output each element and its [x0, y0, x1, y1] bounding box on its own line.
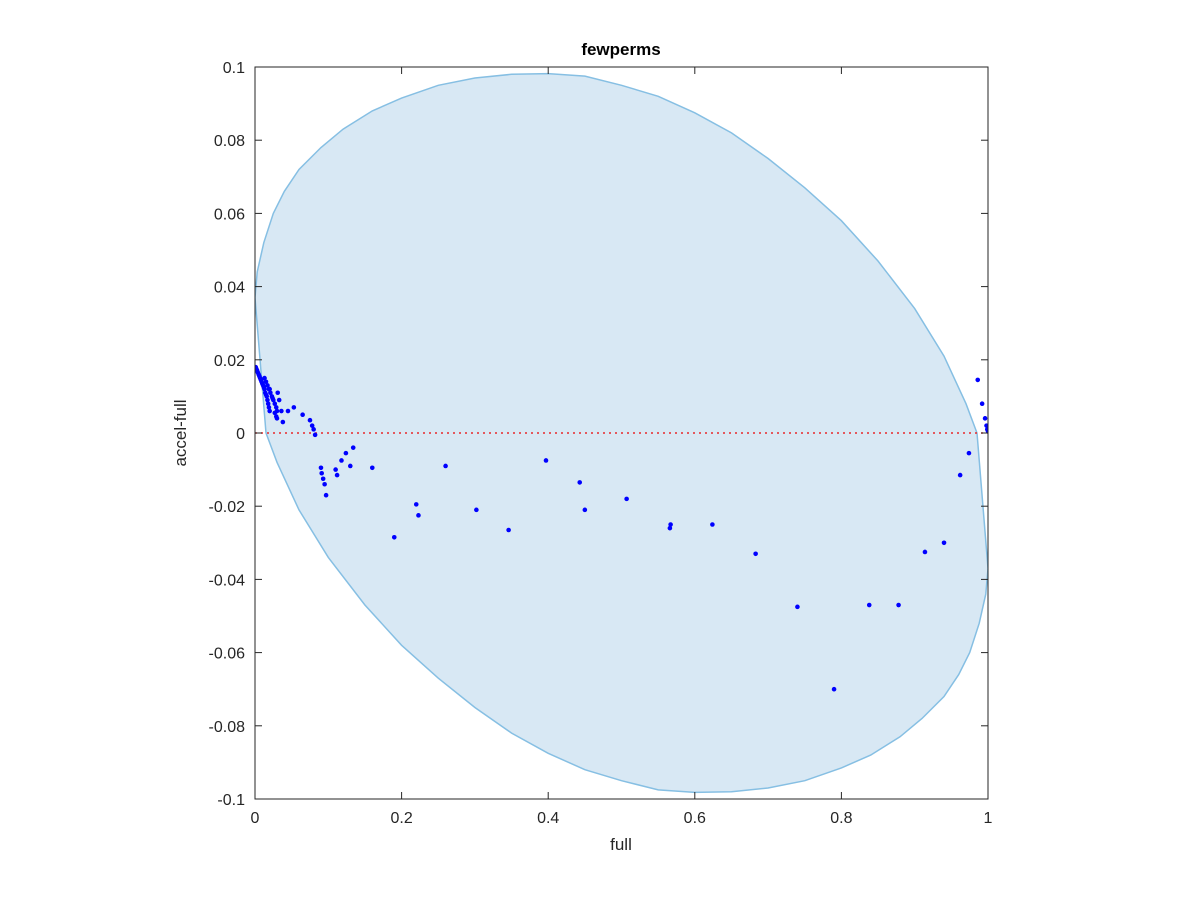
- data-point: [322, 481, 327, 487]
- data-point: [975, 377, 981, 383]
- data-point: [265, 401, 271, 407]
- data-point: [262, 375, 267, 381]
- data-point: [506, 527, 511, 533]
- data-point: [966, 450, 972, 456]
- data-point: [318, 465, 324, 471]
- data-point: [866, 602, 872, 608]
- data-point: [582, 507, 588, 513]
- data-point: [273, 405, 279, 410]
- data-point: [413, 502, 419, 507]
- y-tick-label: -0.06: [209, 646, 246, 663]
- data-point: [291, 405, 297, 410]
- y-tick-label: -0.02: [209, 499, 246, 516]
- data-point: [279, 408, 284, 414]
- data-point: [311, 427, 316, 432]
- y-axis-label: accel-full: [171, 399, 190, 466]
- scatter-points: [255, 364, 988, 692]
- data-point: [270, 395, 275, 401]
- data-point: [624, 496, 629, 502]
- data-point: [416, 513, 421, 518]
- data-point: [543, 458, 549, 463]
- data-point: [795, 604, 800, 610]
- data-point: [982, 416, 988, 421]
- data-point: [272, 401, 278, 407]
- y-tick-label: -0.1: [217, 792, 245, 809]
- y-tick-label: 0.08: [214, 133, 245, 150]
- data-point: [266, 405, 272, 410]
- x-axis-label: full: [610, 835, 632, 854]
- data-point: [985, 428, 988, 434]
- y-tick-label: 0.06: [214, 206, 245, 223]
- data-point: [443, 463, 448, 469]
- data-point: [267, 408, 272, 414]
- data-point: [333, 467, 338, 472]
- data-point: [285, 408, 291, 414]
- data-point: [347, 463, 353, 469]
- data-point: [334, 472, 340, 478]
- data-point: [957, 472, 963, 478]
- data-point: [710, 522, 715, 527]
- y-tick-label: -0.08: [209, 719, 246, 736]
- data-point: [668, 522, 673, 527]
- x-axis-ticks: 0 0.2 0.4 0.6 0.8 1: [251, 67, 993, 827]
- data-point: [275, 390, 281, 396]
- data-point: [265, 383, 270, 388]
- data-point: [300, 412, 305, 418]
- data-point: [984, 423, 988, 428]
- y-tick-label: -0.04: [209, 572, 246, 589]
- data-point: [320, 476, 326, 482]
- data-point: [276, 397, 282, 403]
- data-point: [343, 450, 349, 456]
- data-point: [268, 390, 273, 396]
- x-tick-label: 0: [251, 810, 260, 827]
- x-tick-label: 0.2: [390, 810, 412, 827]
- x-tick-label: 0.8: [830, 810, 852, 827]
- data-point: [922, 549, 928, 555]
- data-point: [262, 386, 267, 392]
- data-point: [369, 465, 375, 471]
- data-point: [323, 492, 329, 498]
- data-point: [979, 401, 985, 407]
- y-tick-label: 0.04: [214, 280, 245, 297]
- data-point: [272, 410, 278, 416]
- data-point: [309, 423, 315, 428]
- data-point: [350, 445, 356, 450]
- x-tick-label: 1: [984, 810, 993, 827]
- data-point: [474, 507, 479, 513]
- data-point: [667, 525, 673, 531]
- data-point: [280, 419, 286, 425]
- chart-title: fewperms: [581, 40, 660, 59]
- x-tick-label: 0.6: [684, 810, 706, 827]
- y-tick-label: 0: [236, 426, 245, 443]
- y-tick-label: 0.02: [214, 353, 245, 370]
- data-point: [265, 397, 270, 403]
- data-point: [896, 602, 901, 608]
- y-tick-label: 0.1: [223, 60, 245, 77]
- data-point: [391, 535, 397, 540]
- data-point: [312, 432, 318, 438]
- data-point: [263, 379, 269, 385]
- data-point: [267, 386, 272, 392]
- data-point: [307, 417, 313, 423]
- data-point: [941, 540, 947, 546]
- data-point: [264, 394, 270, 399]
- y-axis-ticks: -0.1 -0.08 -0.06 -0.04 -0.02 0 0.02 0.04 0.06 0.0…: [209, 60, 988, 809]
- data-point: [274, 416, 280, 421]
- plot-area: 0 0.2 0.4 0.6 0.8 1 -0.1 -0.08 -0.06 -0.04 -0.02 0…: [209, 60, 993, 827]
- data-point: [319, 470, 325, 476]
- data-point: [339, 458, 344, 463]
- data-point: [753, 551, 758, 557]
- data-point: [831, 686, 837, 692]
- data-point: [577, 480, 583, 485]
- x-tick-label: 0.4: [537, 810, 559, 827]
